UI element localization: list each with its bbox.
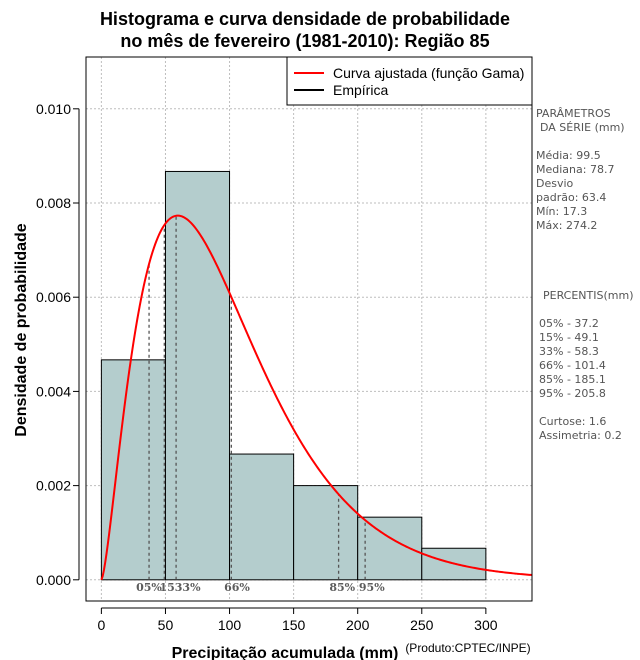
stat-skewness: Assimetria: 0.2	[539, 429, 622, 442]
percentil-15: 15% - 49.1	[539, 331, 599, 344]
stat-kurtosis: Curtose: 1.6	[539, 415, 607, 428]
stat-max: Máx: 274.2	[536, 219, 598, 232]
percentil-95: 95% - 205.8	[539, 387, 606, 400]
histogram-bar-2	[229, 453, 295, 581]
y-tick-label-5: 0.010	[36, 101, 71, 117]
y-axis: 0.000 0.002 0.004 0.006 0.008 0.010	[36, 101, 80, 588]
stat-stddev: padrão: 63.4	[536, 191, 607, 204]
x-tick-label-1: 50	[158, 617, 174, 633]
percentil-33: 33% - 58.3	[539, 345, 599, 358]
x-tick-label-6: 300	[474, 617, 498, 633]
percentis-heading: PERCENTIS(mm)	[543, 289, 634, 302]
percentile-label-66: 66%	[224, 581, 250, 594]
stat-median: Mediana: 78.7	[536, 163, 615, 176]
legend-label-curve: Curva ajustada (função Gama)	[333, 65, 524, 81]
product-credit: (Produto:CPTEC/INPE)	[405, 641, 530, 655]
percentil-66: 66% - 101.4	[539, 359, 606, 372]
percentile-label-05: 05%	[136, 581, 162, 594]
y-tick-label-2: 0.004	[36, 383, 71, 399]
legend-label-empirical: Empírica	[333, 82, 388, 98]
x-axis: 0 50 100 150 200 250 300	[97, 607, 498, 633]
params-heading: PARÂMETROS	[536, 107, 611, 120]
chart-title-line-1: Histograma e curva densidade de probabil…	[100, 9, 510, 29]
percentile-markers	[148, 215, 366, 580]
x-tick-label-4: 200	[346, 617, 370, 633]
stat-min: Mín: 17.3	[536, 205, 588, 218]
x-tick-label-0: 0	[97, 617, 105, 633]
gamma-fit-curve	[100, 214, 533, 581]
y-axis-title: Densidade de probabilidade	[13, 223, 30, 436]
y-tick-label-3: 0.006	[36, 289, 71, 305]
legend: Curva ajustada (função Gama) Empírica	[286, 56, 533, 106]
statistics-panel: PARÂMETROS DA SÉRIE (mm) Média: 99.5 Med…	[536, 107, 640, 443]
percentile-label-85-95: 85% 95%	[329, 581, 385, 594]
histogram-bar-3	[293, 485, 359, 581]
y-tick-label-0: 0.000	[36, 572, 71, 588]
params-subheading: DA SÉRIE (mm)	[540, 121, 625, 134]
histogram-bar-1	[164, 170, 231, 581]
histogram-bar-0	[100, 359, 166, 581]
x-tick-label-3: 150	[282, 617, 306, 633]
y-tick-label-4: 0.008	[36, 195, 71, 211]
stat-mean: Média: 99.5	[536, 149, 601, 162]
percentil-05: 05% - 37.2	[539, 317, 599, 330]
stat-stddev-label: Desvio	[536, 177, 574, 190]
y-tick-label-1: 0.002	[36, 478, 71, 494]
chart-title-line-2: no mês de fevereiro (1981-2010): Região …	[120, 31, 489, 51]
percentile-label-15-33: 1533%	[159, 581, 201, 594]
x-tick-label-5: 250	[410, 617, 434, 633]
x-tick-label-2: 100	[218, 617, 242, 633]
x-axis-title: Precipitação acumulada (mm)	[172, 645, 399, 660]
legend-box	[286, 56, 533, 106]
percentil-85: 85% - 185.1	[539, 373, 606, 386]
